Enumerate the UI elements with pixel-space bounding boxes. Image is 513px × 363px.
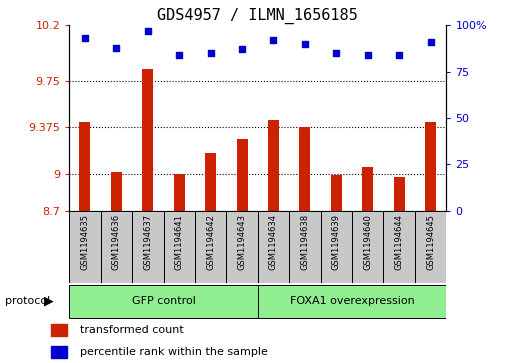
Bar [174, 174, 185, 211]
Bar [362, 167, 373, 211]
Text: ▶: ▶ [44, 295, 53, 308]
Bar [51, 346, 67, 358]
Text: transformed count: transformed count [80, 325, 183, 335]
Bar [80, 122, 90, 211]
Text: protocol: protocol [5, 296, 50, 306]
Point [207, 50, 215, 56]
Text: FOXA1 overexpression: FOXA1 overexpression [290, 296, 415, 306]
Text: GSM1194638: GSM1194638 [301, 214, 309, 270]
Bar [51, 324, 67, 336]
Bar [331, 175, 342, 211]
Text: GSM1194639: GSM1194639 [332, 214, 341, 270]
Point [395, 52, 403, 58]
Text: GSM1194645: GSM1194645 [426, 214, 435, 270]
Bar [321, 211, 352, 283]
Bar [111, 172, 122, 211]
Bar [352, 211, 383, 283]
Bar [415, 211, 446, 283]
Bar [258, 285, 446, 318]
Bar [226, 211, 258, 283]
Text: GSM1194643: GSM1194643 [238, 214, 247, 270]
Bar [393, 177, 405, 211]
Text: GSM1194635: GSM1194635 [81, 214, 89, 270]
Point [269, 37, 278, 43]
Bar [258, 211, 289, 283]
Bar [101, 211, 132, 283]
Bar [164, 211, 195, 283]
Bar [268, 121, 279, 211]
Bar [300, 127, 310, 211]
Point [238, 46, 246, 52]
Text: GSM1194634: GSM1194634 [269, 214, 278, 270]
Point [112, 45, 121, 50]
Point [175, 52, 183, 58]
Bar [289, 211, 321, 283]
Text: GSM1194642: GSM1194642 [206, 214, 215, 270]
Bar [236, 139, 248, 211]
Bar [142, 69, 153, 211]
Text: GSM1194644: GSM1194644 [394, 214, 404, 270]
Point [301, 41, 309, 47]
Point [364, 52, 372, 58]
Text: GSM1194636: GSM1194636 [112, 214, 121, 270]
Bar [69, 211, 101, 283]
Bar [383, 211, 415, 283]
Text: GSM1194640: GSM1194640 [363, 214, 372, 270]
Bar [69, 285, 258, 318]
Point [426, 39, 435, 45]
Text: GSM1194641: GSM1194641 [175, 214, 184, 270]
Bar [195, 211, 226, 283]
Text: GFP control: GFP control [131, 296, 195, 306]
Bar [425, 122, 436, 211]
Bar [132, 211, 164, 283]
Point [144, 28, 152, 34]
Title: GDS4957 / ILMN_1656185: GDS4957 / ILMN_1656185 [157, 8, 358, 24]
Point [332, 50, 341, 56]
Text: percentile rank within the sample: percentile rank within the sample [80, 347, 267, 357]
Text: GSM1194637: GSM1194637 [143, 214, 152, 270]
Bar [205, 152, 216, 211]
Point [81, 36, 89, 41]
